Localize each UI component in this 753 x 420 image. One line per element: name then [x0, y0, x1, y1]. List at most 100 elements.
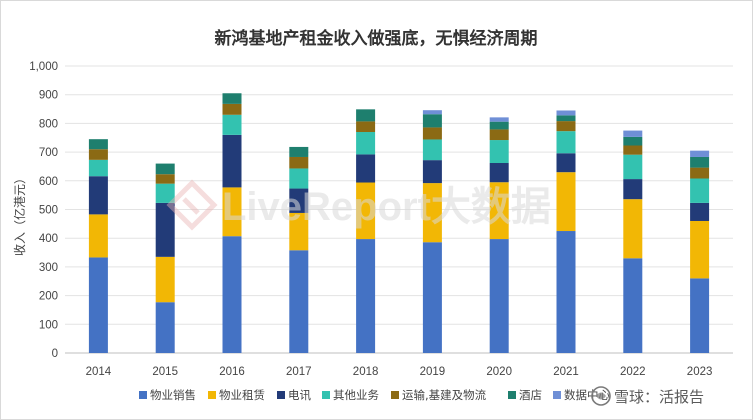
x-tick-label: 2016	[219, 366, 245, 378]
y-tick-label: 200	[39, 291, 58, 303]
bar-segment	[556, 110, 576, 116]
bar-segment	[556, 131, 576, 154]
y-axis-ticks: 0 100 200 300 400 500 600 700 800 900 1,000	[29, 61, 58, 360]
bar-segment	[289, 146, 309, 157]
bar-segment	[155, 163, 175, 175]
bar-segment	[222, 103, 242, 115]
bar-segment	[489, 140, 509, 164]
bar-segment	[690, 150, 710, 157]
chart-title: 新鸿基地产租金收入做强底，无惧经济周期	[215, 28, 538, 49]
bar-segment	[623, 145, 643, 155]
bar-segment	[356, 109, 376, 122]
bar-segment	[289, 168, 309, 189]
bar-segment	[88, 149, 108, 160]
bar-segment	[489, 129, 509, 141]
legend-label: 其他业务	[333, 388, 379, 402]
bar-segment	[356, 239, 376, 353]
x-tick-label: 2019	[420, 366, 446, 378]
bar-segment	[489, 117, 509, 122]
y-tick-label: 0	[52, 348, 58, 360]
legend-label: 电讯	[288, 388, 311, 402]
bar-segment	[222, 187, 242, 237]
bar-segment	[690, 178, 710, 203]
bar-segment	[422, 242, 442, 353]
bar-segment	[222, 134, 242, 188]
x-tick-label: 2017	[286, 366, 312, 378]
bar-segment	[690, 278, 710, 353]
bar-segment	[623, 179, 643, 200]
bar-segment	[623, 258, 643, 353]
watermark-text: LiveReport大数据	[222, 185, 551, 229]
bar-segment	[88, 214, 108, 258]
y-tick-label: 300	[39, 262, 58, 274]
bar-segment	[690, 220, 710, 279]
bar-segment	[222, 236, 242, 353]
y-tick-label: 800	[39, 118, 58, 130]
y-tick-label: 100	[39, 319, 58, 331]
bar-segment	[422, 110, 442, 115]
bar-segment	[623, 130, 643, 137]
bar-segment	[356, 132, 376, 155]
legend-label: 物业销售	[150, 388, 196, 402]
bar-segment	[88, 139, 108, 150]
x-tick-label: 2014	[86, 366, 112, 378]
watermark: LiveReport大数据	[166, 179, 551, 231]
legend-swatch	[277, 391, 285, 399]
y-tick-label: 600	[39, 176, 58, 188]
bar-segment	[489, 121, 509, 130]
bar-segment	[155, 202, 175, 257]
bar-segment	[289, 156, 309, 169]
y-axis-label: 收入（亿港元）	[12, 172, 27, 256]
bar-segment	[623, 199, 643, 259]
corner-text: 雪球：活报告	[614, 388, 704, 406]
bar-segment	[690, 156, 710, 168]
x-tick-label: 2023	[687, 366, 713, 378]
legend-swatch	[391, 391, 399, 399]
bar-segment	[690, 167, 710, 179]
bar-segment	[489, 163, 509, 183]
x-tick-label: 2020	[486, 366, 512, 378]
bar-segment	[88, 159, 108, 177]
x-tick-label: 2015	[152, 366, 178, 378]
bar-segment	[289, 250, 309, 353]
y-tick-label: 1,000	[29, 61, 58, 73]
bar-segment	[155, 174, 175, 184]
x-tick-label: 2022	[620, 366, 646, 378]
legend-swatch	[508, 391, 516, 399]
legend-label: 运输,基建及物流	[402, 388, 487, 402]
watermark-logo	[166, 179, 218, 231]
bar-segment	[556, 231, 576, 353]
snowball-icon	[591, 386, 611, 406]
bar-segment	[222, 114, 242, 135]
x-axis-ticks: 2014 2015 2016 2017 2018 2019 2020 2021 2022 2023	[86, 366, 713, 378]
bar-segment	[422, 160, 442, 184]
corner-logo: 雪球：活报告	[591, 386, 704, 406]
y-tick-label: 400	[39, 233, 58, 245]
bar-segment	[489, 182, 509, 240]
bar-segment	[88, 176, 108, 215]
bar-segment	[155, 183, 175, 203]
legend-label: 物业租赁	[219, 388, 265, 402]
bar-segment	[422, 114, 442, 128]
x-tick-label: 2021	[553, 366, 579, 378]
x-tick-label: 2018	[353, 366, 379, 378]
bar-segment	[556, 115, 576, 122]
bar-segment	[623, 154, 643, 180]
bar-segment	[155, 256, 175, 303]
bar-segment	[690, 202, 710, 221]
y-tick-label: 900	[39, 90, 58, 102]
y-tick-label: 500	[39, 205, 58, 217]
bar-segment	[356, 121, 376, 133]
bar-segment	[289, 188, 309, 213]
bar-segment	[422, 127, 442, 140]
bar-segment	[422, 183, 442, 243]
legend-label: 酒店	[519, 388, 542, 402]
bar-segment	[556, 153, 576, 173]
legend-swatch	[322, 391, 330, 399]
bar-segment	[556, 172, 576, 232]
y-tick-label: 700	[39, 147, 58, 159]
bar-segment	[155, 302, 175, 353]
legend-swatch	[139, 391, 147, 399]
